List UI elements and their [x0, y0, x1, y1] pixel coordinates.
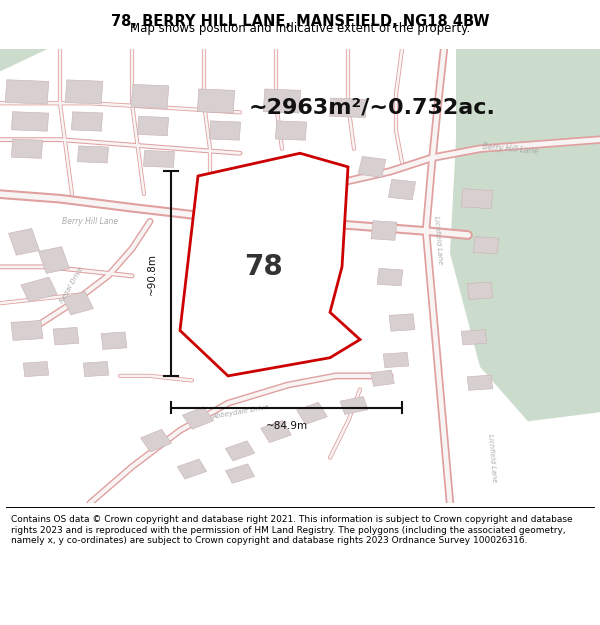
Polygon shape [227, 234, 265, 259]
Polygon shape [131, 84, 169, 109]
Polygon shape [0, 49, 48, 71]
Polygon shape [209, 121, 241, 140]
Polygon shape [197, 89, 235, 113]
Polygon shape [143, 151, 175, 168]
Polygon shape [83, 361, 109, 377]
Polygon shape [461, 189, 493, 209]
Polygon shape [101, 332, 127, 349]
Polygon shape [71, 112, 103, 131]
Text: Map shows position and indicative extent of the property.: Map shows position and indicative extent… [130, 22, 470, 35]
Polygon shape [461, 330, 487, 345]
Polygon shape [467, 282, 493, 299]
Polygon shape [182, 407, 214, 429]
Polygon shape [260, 421, 292, 442]
Text: Berry Hill Lane: Berry Hill Lane [482, 142, 538, 156]
Polygon shape [180, 153, 360, 376]
Polygon shape [450, 49, 600, 421]
Polygon shape [23, 361, 49, 377]
Polygon shape [251, 266, 283, 286]
Text: Abbeydale Drive: Abbeydale Drive [211, 404, 269, 420]
Text: 78: 78 [245, 253, 283, 281]
Polygon shape [329, 98, 367, 118]
Text: Contains OS data © Crown copyright and database right 2021. This information is : Contains OS data © Crown copyright and d… [11, 515, 572, 545]
Polygon shape [11, 321, 43, 341]
Polygon shape [53, 328, 79, 345]
Text: Berry Hill Lane: Berry Hill Lane [62, 217, 118, 226]
Polygon shape [21, 277, 57, 302]
Text: Regal Drive: Regal Drive [59, 266, 85, 304]
Polygon shape [383, 352, 409, 367]
Polygon shape [38, 247, 70, 273]
Polygon shape [137, 116, 169, 136]
Polygon shape [263, 89, 301, 113]
Polygon shape [371, 221, 397, 241]
Polygon shape [140, 429, 172, 452]
Polygon shape [473, 236, 499, 254]
Polygon shape [5, 80, 49, 104]
Polygon shape [62, 291, 94, 315]
Polygon shape [11, 139, 43, 158]
Polygon shape [467, 375, 493, 390]
Polygon shape [340, 396, 368, 414]
Polygon shape [377, 268, 403, 286]
Polygon shape [388, 179, 416, 200]
Text: ~2963m²/~0.732ac.: ~2963m²/~0.732ac. [248, 98, 496, 118]
Text: 78, BERRY HILL LANE, MANSFIELD, NG18 4BW: 78, BERRY HILL LANE, MANSFIELD, NG18 4BW [111, 14, 489, 29]
Polygon shape [11, 112, 49, 131]
Polygon shape [8, 229, 40, 255]
Text: Berry Hill Lane: Berry Hill Lane [236, 216, 292, 227]
Text: Lichfield Lane: Lichfield Lane [433, 215, 443, 264]
Polygon shape [226, 441, 254, 461]
Text: ~90.8m: ~90.8m [147, 253, 157, 294]
Text: Lichfield Lane: Lichfield Lane [487, 433, 497, 482]
Polygon shape [358, 156, 386, 178]
Text: ~84.9m: ~84.9m [265, 421, 308, 431]
Polygon shape [77, 146, 109, 163]
Polygon shape [296, 402, 328, 424]
Polygon shape [65, 80, 103, 104]
Polygon shape [275, 121, 307, 140]
Polygon shape [389, 314, 415, 331]
Polygon shape [226, 464, 254, 483]
Polygon shape [178, 459, 206, 479]
Polygon shape [371, 370, 394, 386]
